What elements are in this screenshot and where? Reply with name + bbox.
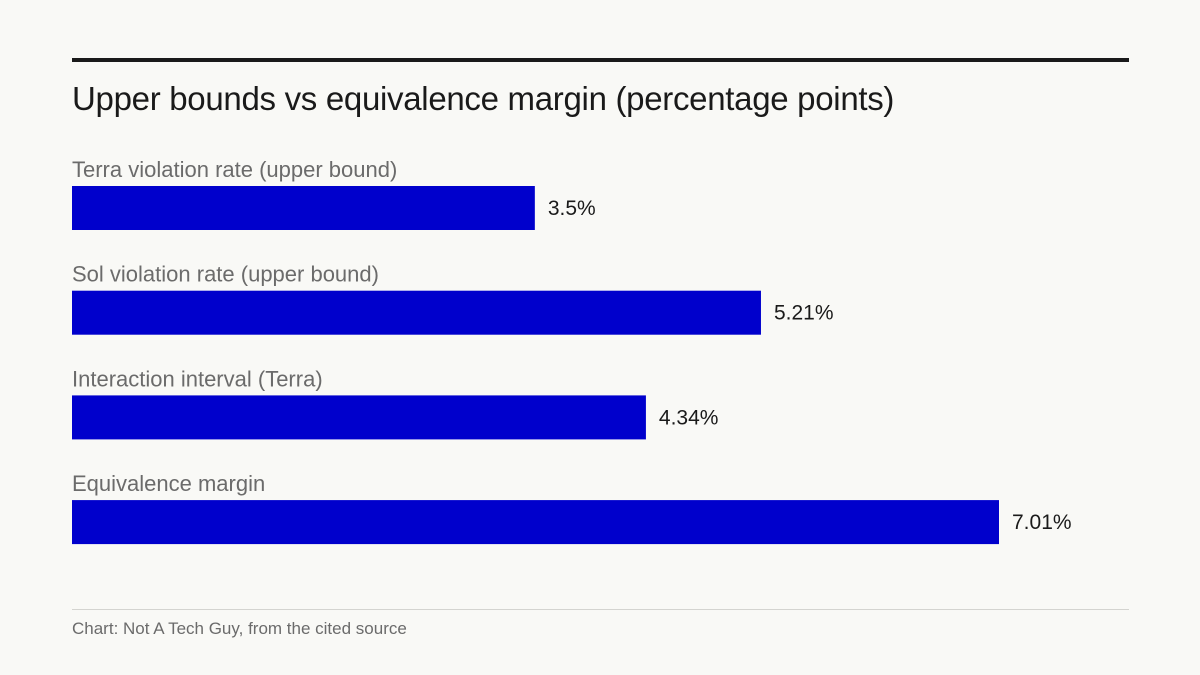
category-label: Terra violation rate (upper bound)	[72, 157, 397, 182]
value-label: 3.5%	[548, 197, 596, 220]
bar	[72, 290, 761, 335]
bottom-rule	[72, 609, 1129, 610]
bar	[72, 500, 999, 545]
top-rule	[72, 58, 1129, 62]
category-label: Interaction interval (Terra)	[72, 366, 323, 391]
category-label: Sol violation rate (upper bound)	[72, 262, 379, 287]
value-label: 4.34%	[659, 406, 719, 429]
value-label: 7.01%	[1012, 511, 1072, 534]
bar	[72, 395, 646, 440]
chart-source: Chart: Not A Tech Guy, from the cited so…	[72, 619, 407, 638]
chart-title: Upper bounds vs equivalence margin (perc…	[72, 80, 895, 117]
value-label: 5.21%	[774, 302, 834, 325]
bar	[72, 186, 535, 230]
category-label: Equivalence margin	[72, 471, 265, 496]
